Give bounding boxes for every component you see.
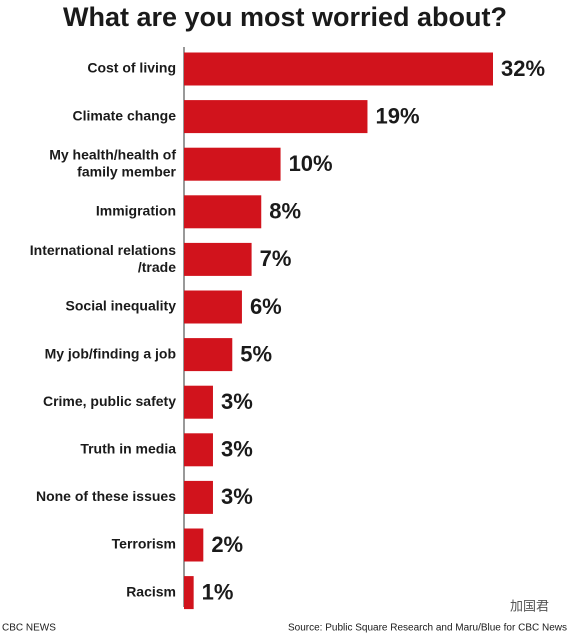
- bar: [184, 242, 252, 276]
- category-label: My health/health of family member: [49, 146, 176, 179]
- value-label: 6%: [250, 294, 282, 319]
- bar: [184, 576, 194, 610]
- bar: [184, 480, 213, 514]
- bar: [184, 433, 213, 467]
- category-label: International relations/trade: [30, 242, 176, 275]
- bar: [184, 52, 493, 86]
- source: Source: Public Square Research and Maru/…: [288, 623, 567, 634]
- value-label: 7%: [260, 246, 292, 271]
- category-label: Truth in media: [80, 441, 176, 457]
- value-label: 5%: [240, 341, 272, 366]
- bar: [184, 100, 368, 134]
- category-label: None of these issues: [36, 488, 176, 504]
- value-label: 1%: [202, 579, 234, 604]
- value-label: 19%: [375, 103, 419, 128]
- category-label: Terrorism: [112, 536, 176, 552]
- value-label: 3%: [221, 389, 253, 414]
- bar: [184, 385, 213, 419]
- chart-title: What are you most worried about?: [63, 2, 507, 32]
- value-label: 3%: [221, 437, 253, 462]
- credit: CBC NEWS: [2, 623, 56, 634]
- value-label: 10%: [289, 151, 333, 176]
- bar: [184, 290, 242, 324]
- category-label: My job/finding a job: [45, 345, 176, 361]
- bar: [184, 528, 204, 562]
- value-label: 2%: [211, 532, 243, 557]
- bar: [184, 338, 233, 372]
- category-label: Cost of living: [87, 60, 176, 76]
- value-label: 32%: [501, 56, 545, 81]
- category-label: Climate change: [73, 107, 177, 123]
- bar: [184, 195, 262, 229]
- value-label: 3%: [221, 484, 253, 509]
- category-label: Immigration: [96, 203, 176, 219]
- category-label: Racism: [126, 583, 176, 599]
- bar: [184, 147, 281, 181]
- category-label: Crime, public safety: [43, 393, 176, 409]
- category-label: Social inequality: [66, 298, 177, 314]
- value-label: 8%: [269, 199, 301, 224]
- watermark: 加国君: [510, 598, 549, 613]
